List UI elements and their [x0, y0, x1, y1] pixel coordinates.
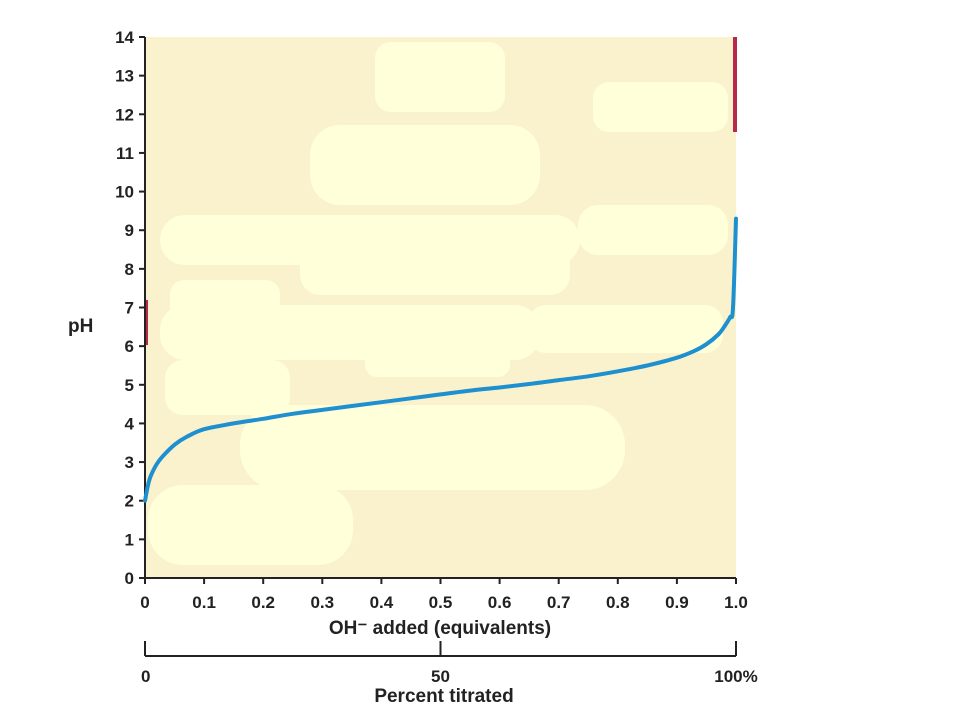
y-tick-label: 10 [115, 183, 134, 202]
highlight-patch [240, 405, 625, 490]
highlight-patch [300, 240, 570, 295]
y-tick-label: 3 [125, 453, 134, 472]
highlight-patch [528, 305, 723, 353]
highlight-patch [310, 125, 540, 205]
highlight-patch [375, 42, 505, 112]
highlight-patch [165, 360, 290, 415]
x-tick-label: 0.4 [370, 593, 394, 612]
x-tick-label: 0 [140, 593, 149, 612]
y-tick-label: 14 [115, 28, 134, 47]
y-tick-label: 11 [116, 144, 134, 163]
highlight-patch [365, 342, 510, 377]
y-tick-label: 5 [125, 376, 134, 395]
titration-curve [143, 216, 738, 503]
x-axis-title: OH⁻ added (equivalents) [329, 618, 551, 639]
x-tick-label: 0.3 [310, 593, 334, 612]
x-tick-label: 0.9 [665, 593, 689, 612]
y-tick-label: 7 [125, 299, 134, 318]
highlight-patches [148, 42, 728, 565]
highlight-patch [148, 485, 353, 565]
x-tick-label: 0.5 [429, 593, 453, 612]
y-tick-label: 6 [125, 337, 134, 356]
secondary-tick-label: 0 [141, 667, 150, 686]
y-tick-label: 0 [125, 569, 134, 588]
edge-accent [733, 37, 737, 132]
y-tick-label: 8 [125, 260, 134, 279]
x-tick-label: 0.7 [547, 593, 571, 612]
secondary-axis-title: Percent titrated [374, 686, 513, 707]
y-tick-label: 13 [115, 67, 134, 86]
x-tick-label: 0.8 [606, 593, 630, 612]
y-tick-label: 1 [125, 530, 134, 549]
y-tick-label: 12 [115, 105, 134, 124]
x-tick-label: 0.6 [488, 593, 512, 612]
highlight-patch [578, 205, 728, 255]
x-tick-label: 1.0 [724, 593, 748, 612]
y-tick-label: 9 [125, 221, 134, 240]
edge-accent [145, 300, 148, 345]
y-tick-label: 4 [125, 414, 135, 433]
x-tick-label: 0.1 [192, 593, 216, 612]
x-tick-label: 0.2 [251, 593, 275, 612]
highlight-patch [593, 82, 728, 132]
y-axis-title: pH [68, 316, 93, 337]
secondary-tick-label: 100% [714, 667, 757, 686]
secondary-tick-label: 50 [431, 667, 450, 686]
y-tick-label: 2 [125, 492, 134, 511]
